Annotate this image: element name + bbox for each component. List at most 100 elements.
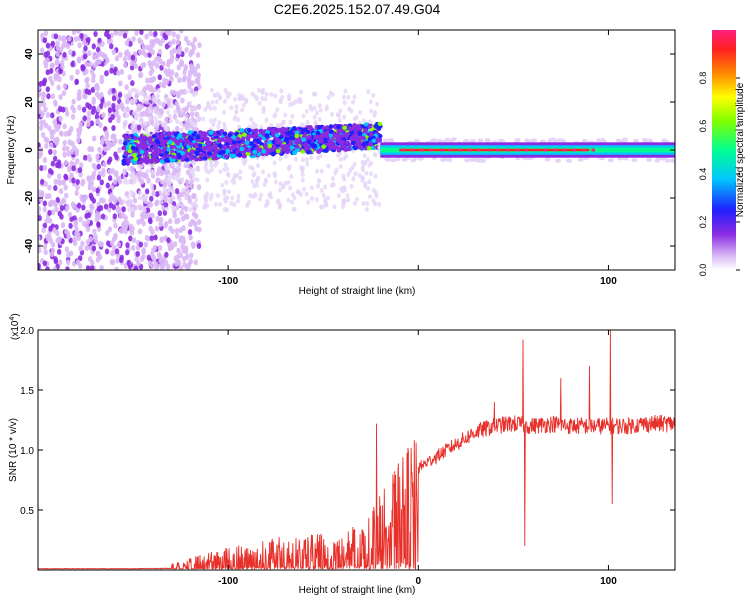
spectrogram-cell: [153, 115, 158, 121]
spectrogram-cell: [42, 37, 48, 44]
spectrogram-cell: [142, 86, 148, 93]
spectrogram-cell: [47, 125, 52, 132]
spectrogram-cell: [368, 99, 373, 105]
spectrogram-cell: [292, 125, 297, 131]
spectrogram-cell: [71, 177, 76, 184]
spectrogram-cell: [143, 94, 148, 100]
spectrogram-cell: [259, 129, 265, 134]
spectrogram-cell: [196, 166, 201, 172]
spectrogram-cell: [71, 98, 76, 105]
spectrogram-cell: [116, 241, 121, 248]
spectrogram-cell: [373, 190, 378, 196]
spectrogram-cell: [156, 93, 161, 99]
spectrogram-cell: [669, 158, 675, 163]
spectrogram-cell: [336, 124, 341, 130]
spectrogram-cell: [316, 178, 321, 184]
spectrogram-cell: [226, 172, 231, 178]
spectrogram-tone-peak: [448, 148, 453, 152]
spectrogram-cell: [38, 262, 41, 269]
spectrogram-cell: [329, 111, 334, 117]
spectrogram-cell: [484, 139, 491, 144]
spectrogram-cell: [117, 176, 122, 183]
spectrogram-cell: [163, 222, 168, 229]
spectrogram-cell: [100, 136, 106, 143]
spectrogram-cell: [67, 139, 72, 146]
spectrogram-cell: [340, 204, 345, 210]
spectrogram-cell: [229, 105, 234, 111]
spectrogram-cell: [237, 124, 242, 130]
spectrogram-cell: [174, 232, 180, 239]
spectrogram-cell: [137, 165, 142, 171]
spectrogram-cell: [315, 110, 320, 116]
spectrogram-cell: [92, 228, 97, 235]
spectrogram-cell: [155, 140, 161, 145]
snr-xtick-label: -100: [218, 576, 238, 587]
spectrogram-cell: [95, 85, 101, 92]
spectrogram-cell: [184, 89, 189, 95]
spectrogram-cell: [192, 160, 197, 166]
spectrogram-cell: [139, 149, 145, 155]
spectrogram-cell: [162, 122, 167, 128]
spectrogram-cell: [182, 261, 187, 268]
spectrogram-cell: [64, 192, 69, 199]
spectrogram-cell: [361, 136, 367, 141]
spectrogram-cell: [248, 133, 254, 139]
spectrogram-cell: [64, 246, 70, 253]
spectrogram-cell: [338, 108, 343, 114]
spectrogram-cell: [363, 181, 368, 187]
spectrogram-cell: [133, 98, 138, 104]
spectrogram-cell: [368, 142, 374, 147]
spectrogram-cell: [207, 140, 213, 146]
spectrogram-cell: [169, 58, 174, 65]
spectrogram-cell: [273, 93, 278, 99]
spectrogram-cell: [328, 124, 334, 129]
spectrogram-cell: [225, 166, 230, 172]
spectrogram-cell: [50, 62, 55, 69]
spectrogram-cell: [210, 99, 215, 105]
spectrogram-cell: [306, 134, 312, 139]
spectrogram-cell: [144, 188, 150, 195]
spectrogram-cell: [209, 118, 214, 124]
spectrogram-tone-peak: [562, 148, 567, 152]
spectrogram-cell: [38, 91, 42, 98]
spectrogram-cell: [50, 209, 56, 216]
spectrogram-cell: [113, 69, 118, 76]
spectrogram-cell: [98, 122, 103, 129]
spectrogram-cell: [168, 244, 173, 251]
spectrogram-cell: [128, 40, 133, 47]
spectrogram-cell: [180, 191, 185, 198]
spectrogram-cell: [125, 242, 130, 249]
spectrogram-cell: [631, 158, 638, 163]
spectrogram-tone-peak: [553, 148, 558, 152]
spectrogram-cell: [153, 261, 159, 268]
spectrogram-cell: [299, 122, 304, 128]
spectrogram-cell: [361, 118, 366, 124]
spectrogram-cell: [169, 144, 175, 150]
spectrogram-cell: [160, 195, 165, 201]
spectrogram-cell: [179, 30, 184, 34]
spectrogram-cell: [82, 53, 88, 60]
spectrogram-cell: [176, 217, 181, 224]
spectrogram-cell: [257, 196, 262, 202]
spectrogram-cell: [369, 127, 375, 132]
spectrogram-cell: [371, 92, 376, 98]
spectrogram-cell: [76, 30, 81, 34]
spectrogram-cell: [62, 145, 67, 152]
spectrogram-cell: [96, 106, 101, 113]
spectrogram-cell: [141, 207, 146, 213]
spectrogram-cell: [83, 154, 88, 161]
snr-axes: -100 0 100 0.5 1.0 1.5 2.0: [20, 326, 675, 587]
spectrogram-cell: [212, 105, 217, 111]
spectrogram-cell: [62, 151, 67, 158]
spectrogram-cell: [137, 136, 143, 142]
spectrogram-cell: [193, 259, 198, 266]
spectrogram-cell: [179, 120, 184, 126]
spectrogram-cell: [187, 229, 193, 236]
spectrogram-cell: [321, 193, 326, 199]
spectrogram-cell: [152, 244, 158, 251]
spectrogram-cell: [477, 138, 484, 143]
spectrogram-cell: [129, 98, 134, 104]
spectrogram-cell: [89, 264, 95, 270]
spectrogram-cell: [248, 164, 253, 170]
spectrogram-cell: [130, 190, 135, 196]
